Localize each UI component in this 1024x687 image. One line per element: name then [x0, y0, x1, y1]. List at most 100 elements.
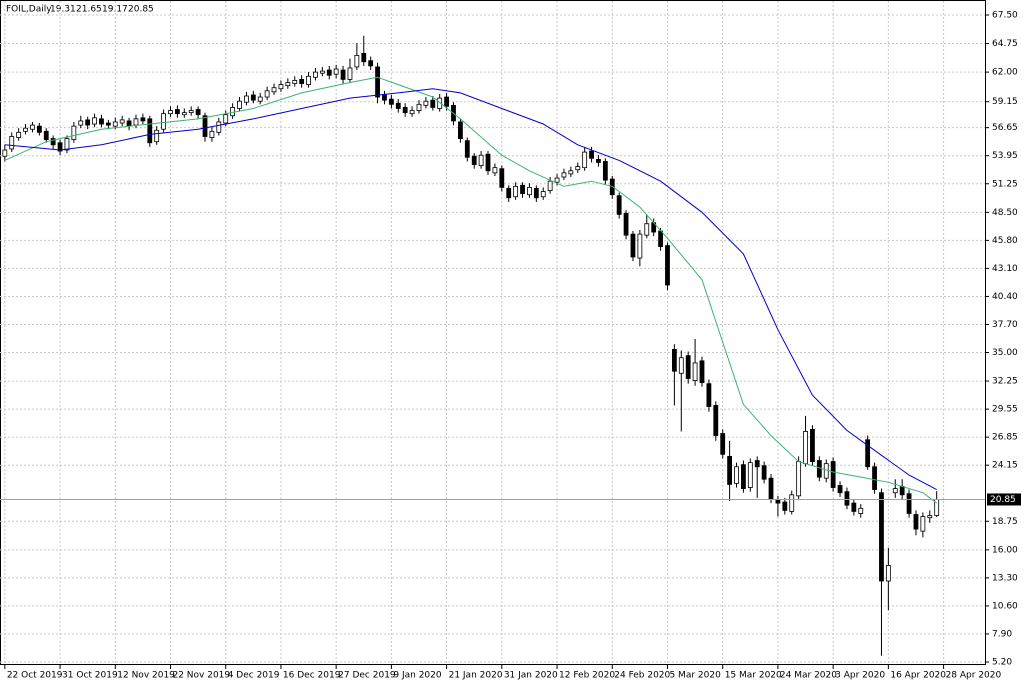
x-tick-label: 31 Oct 2019	[62, 671, 118, 681]
candle-body	[285, 82, 291, 87]
plot-frame	[0, 0, 986, 665]
candle-body	[899, 486, 905, 496]
candle-body	[174, 109, 180, 115]
candle-body	[554, 177, 560, 183]
candle-body	[485, 153, 491, 172]
candle-body	[782, 501, 788, 511]
candle-body	[637, 233, 643, 259]
candle-body	[727, 455, 733, 485]
y-tick-label: 10.60	[992, 601, 1018, 611]
candle-body	[264, 90, 270, 98]
x-tick-label: 22 Oct 2019	[7, 671, 63, 681]
candle-body	[112, 121, 118, 127]
candle-body	[133, 118, 139, 126]
chart-title: FOIL,Daily	[6, 5, 52, 15]
y-tick-label: 13.30	[992, 573, 1018, 583]
candle-body	[879, 492, 884, 582]
price-label: 20.85	[990, 495, 1016, 505]
x-tick-label: 16 Apr 2020	[890, 671, 946, 681]
candle-body	[188, 110, 194, 114]
candle-body	[299, 78, 305, 84]
candle-body	[388, 98, 394, 105]
candle-body	[223, 114, 229, 124]
x-tick-label: 24 Mar 2020	[780, 671, 837, 681]
candle-body	[216, 121, 222, 133]
candle-body	[810, 428, 815, 462]
candle-body	[747, 462, 753, 488]
candle-body	[775, 499, 781, 504]
candle-body	[168, 110, 173, 115]
moving-average-line	[4, 76, 938, 504]
x-tick-label: 22 Nov 2019	[172, 671, 230, 681]
candle-body	[202, 115, 208, 137]
candle-body	[36, 125, 42, 133]
candle-body	[181, 112, 187, 116]
candle-body	[892, 488, 898, 494]
candle-body	[244, 95, 249, 103]
candle-body	[340, 69, 346, 80]
candle-body	[402, 107, 408, 114]
candle-body	[568, 170, 574, 175]
candle-body	[692, 362, 698, 381]
candle-body	[796, 461, 802, 497]
price-label-bg	[987, 493, 1021, 506]
candle-body	[464, 140, 470, 158]
candle-body	[589, 150, 594, 159]
candle-body	[630, 233, 636, 258]
x-tick-label: 31 Jan 2020	[504, 671, 558, 681]
candle-body	[292, 80, 298, 84]
candle-body	[126, 120, 132, 127]
candle-body	[92, 117, 97, 125]
candle-body	[699, 360, 705, 384]
x-tick-label: 24 Feb 2020	[614, 671, 670, 681]
x-tick-label: 27 Dec 2019	[338, 671, 396, 681]
x-tick-label: 16 Dec 2019	[283, 671, 341, 681]
y-tick-label: 18.75	[992, 517, 1018, 527]
candle-body	[616, 195, 622, 215]
candle-body	[816, 460, 822, 478]
x-tick-label: 5 Mar 2020	[669, 671, 721, 681]
y-tick-label: 64.75	[992, 39, 1018, 49]
candle-body	[278, 84, 284, 90]
candle-body	[837, 485, 843, 494]
candle-body	[430, 99, 436, 108]
candle-body	[741, 464, 746, 489]
candle-body	[906, 493, 912, 514]
candle-body	[789, 494, 795, 512]
candle-body	[513, 185, 519, 198]
candle-body	[872, 466, 877, 491]
candle-body	[161, 113, 166, 130]
header-open: 19.31	[50, 5, 76, 15]
candle-body	[658, 230, 663, 247]
candle-body	[347, 67, 353, 80]
candle-body	[416, 103, 422, 111]
candle-body	[368, 60, 374, 67]
candle-body	[865, 439, 871, 468]
candle-body	[119, 119, 125, 124]
candle-body	[478, 154, 484, 166]
x-tick-label: 15 Mar 2020	[725, 671, 782, 681]
candle-body	[506, 188, 512, 199]
candle-body	[23, 127, 28, 132]
candle-body	[602, 161, 608, 181]
candle-body	[913, 514, 919, 530]
moving-average-line	[4, 88, 937, 491]
header-high: 21.65	[76, 5, 102, 15]
y-tick-label: 40.40	[992, 292, 1018, 302]
candle-body	[492, 167, 498, 174]
candle-body	[437, 97, 443, 109]
candle-body	[734, 466, 739, 484]
candle-body	[99, 118, 104, 125]
candle-body	[85, 119, 91, 126]
candle-body	[844, 491, 850, 506]
candle-body	[154, 129, 160, 143]
candle-body	[754, 460, 760, 468]
candle-body	[319, 70, 325, 74]
candle-body	[540, 191, 546, 198]
candle-body	[458, 121, 463, 139]
candle-body	[527, 186, 532, 196]
candle-body	[685, 355, 691, 379]
candle-body	[333, 68, 339, 75]
candle-body	[423, 100, 429, 106]
